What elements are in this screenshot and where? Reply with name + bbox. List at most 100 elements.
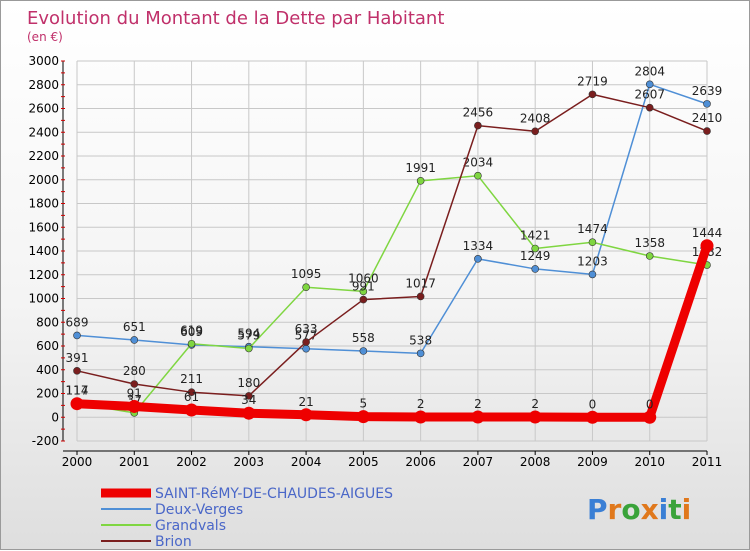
y-tick-label: 0 bbox=[51, 410, 59, 424]
data-label: 651 bbox=[123, 320, 146, 334]
x-tick-label: 2004 bbox=[291, 455, 322, 469]
data-point bbox=[359, 287, 368, 296]
data-label: 689 bbox=[66, 315, 89, 329]
data-label: 34 bbox=[241, 393, 256, 407]
data-point bbox=[242, 406, 256, 420]
series-1: 689 651 609 594 577 558 538 1334 1249 1203 2804 263… bbox=[66, 64, 723, 358]
data-label: 114 bbox=[66, 384, 89, 398]
x-tick-label: 2005 bbox=[348, 455, 379, 469]
data-label: 117 bbox=[66, 383, 89, 397]
y-tick-label: 1000 bbox=[28, 292, 59, 306]
data-label: 2456 bbox=[463, 106, 494, 120]
data-label: 211 bbox=[180, 372, 203, 386]
series-2: 1173761957910951060199120341421147413581… bbox=[66, 156, 722, 417]
data-point bbox=[359, 347, 368, 355]
y-tick-label: 400 bbox=[36, 363, 59, 377]
data-label: 579 bbox=[237, 328, 260, 342]
data-label: 1474 bbox=[577, 222, 608, 236]
data-label: 577 bbox=[295, 329, 318, 343]
data-label: 1444 bbox=[692, 226, 723, 240]
x-tick-label: 2009 bbox=[577, 455, 608, 469]
data-point bbox=[187, 339, 196, 348]
data-point bbox=[588, 90, 597, 99]
data-label: 2804 bbox=[634, 64, 665, 78]
data-label: 594 bbox=[237, 327, 260, 341]
data-label: 991 bbox=[352, 280, 375, 294]
y-tick-label: 600 bbox=[36, 339, 59, 353]
data-point bbox=[588, 270, 597, 279]
data-point bbox=[474, 121, 482, 130]
data-point bbox=[127, 399, 141, 413]
data-label: 91 bbox=[127, 386, 142, 400]
data-label: 2639 bbox=[692, 84, 723, 98]
legend-label: Grandvals bbox=[155, 518, 226, 534]
y-tick-label: 3000 bbox=[28, 54, 59, 68]
data-label: 558 bbox=[352, 331, 375, 345]
data-point bbox=[416, 349, 425, 358]
y-tick-label: 1400 bbox=[28, 244, 59, 258]
legend-label: SAINT-RéMY-DE-CHAUDES-AIGUES bbox=[155, 486, 393, 502]
data-label: 5 bbox=[360, 397, 368, 411]
x-tick-label: 2001 bbox=[119, 455, 150, 469]
y-tick-label: 1800 bbox=[28, 197, 59, 211]
series-3: 391 280 211 180 633 991 1017 2456 2408 2719 2607 24… bbox=[66, 74, 723, 400]
data-label: 61 bbox=[184, 390, 199, 404]
data-label: 2607 bbox=[634, 88, 665, 102]
series-0: 114 91 61 34 21 5 2 2 2 0 0 1444 bbox=[66, 226, 723, 424]
data-point bbox=[302, 283, 310, 292]
data-point bbox=[70, 397, 84, 411]
data-point bbox=[474, 171, 482, 180]
series-line bbox=[76, 174, 708, 414]
data-point bbox=[700, 239, 714, 253]
data-label: 1334 bbox=[463, 239, 494, 253]
data-label: 1060 bbox=[348, 271, 379, 285]
series-line bbox=[76, 83, 708, 355]
data-point bbox=[73, 367, 81, 375]
y-tick-label: -200 bbox=[32, 434, 59, 448]
data-point bbox=[187, 388, 196, 396]
y-tick-label: 200 bbox=[36, 387, 59, 401]
data-label: 619 bbox=[180, 324, 203, 338]
data-point bbox=[130, 336, 139, 344]
y-tick-label: 2400 bbox=[28, 125, 59, 139]
data-point bbox=[585, 410, 599, 424]
data-point bbox=[474, 255, 482, 263]
legend-label: Deux-Verges bbox=[155, 502, 243, 518]
data-point bbox=[245, 392, 253, 400]
data-point bbox=[645, 103, 654, 112]
data-label: 2 bbox=[531, 397, 539, 411]
data-label: 2 bbox=[417, 397, 425, 411]
data-point bbox=[531, 127, 539, 136]
data-label: 280 bbox=[123, 364, 146, 378]
data-label: 21 bbox=[298, 395, 313, 409]
data-label: 1017 bbox=[405, 276, 436, 290]
data-point bbox=[359, 295, 368, 304]
x-tick-label: 2010 bbox=[634, 455, 665, 469]
data-label: 1421 bbox=[520, 229, 551, 243]
chart-title: Evolution du Montant de la Dette par Hab… bbox=[27, 8, 444, 29]
data-label: 609 bbox=[180, 325, 203, 339]
data-label: 2410 bbox=[692, 111, 723, 125]
data-point bbox=[703, 100, 711, 108]
data-label: 1991 bbox=[405, 161, 436, 175]
data-point bbox=[245, 344, 253, 353]
data-point bbox=[471, 410, 485, 424]
y-tick-label: 2600 bbox=[28, 102, 59, 116]
data-point bbox=[185, 403, 199, 417]
data-label: 391 bbox=[66, 351, 89, 365]
data-point bbox=[645, 80, 654, 89]
data-point bbox=[73, 331, 81, 340]
data-point bbox=[645, 252, 654, 260]
data-point bbox=[416, 292, 425, 301]
data-label: 538 bbox=[409, 333, 432, 347]
data-label: 1095 bbox=[291, 267, 322, 281]
data-label: 1358 bbox=[634, 236, 665, 250]
x-tick-label: 2011 bbox=[692, 455, 723, 469]
x-tick-label: 2003 bbox=[234, 455, 265, 469]
proxiti-logo: Proxiti bbox=[587, 493, 691, 526]
y-tick-label: 1200 bbox=[28, 268, 59, 282]
y-tick-label: 2000 bbox=[28, 173, 59, 187]
